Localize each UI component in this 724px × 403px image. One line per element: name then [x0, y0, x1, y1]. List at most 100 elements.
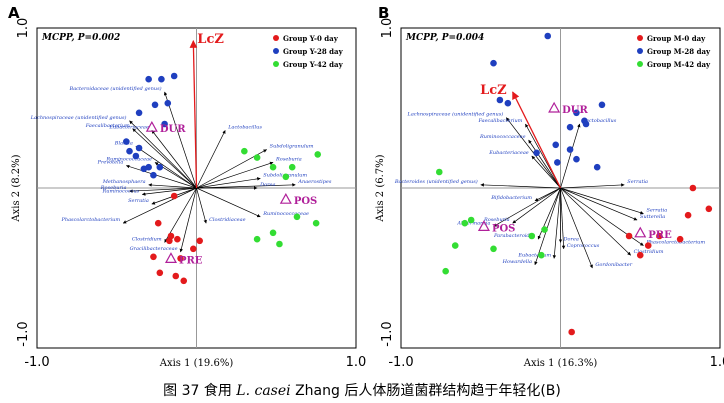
taxon-vector — [560, 187, 644, 215]
data-point — [533, 149, 540, 157]
taxon-label: Bacteroidaceae (unidentified genus) — [69, 85, 162, 92]
data-point — [135, 109, 143, 117]
legend-label: Group Y-28 day — [283, 47, 344, 56]
data-point — [135, 144, 143, 152]
taxon-label: Bacteroides (unidentified genus) — [394, 178, 478, 185]
taxon-vector — [552, 187, 561, 259]
data-point — [166, 237, 173, 245]
taxon-label: Roseburia — [275, 156, 302, 162]
data-point — [164, 99, 172, 107]
x-tick-label: 1.0 — [710, 355, 724, 370]
taxon-vector — [560, 123, 581, 189]
taxon-label: Sutterella — [640, 214, 665, 220]
taxon-vector — [151, 130, 197, 189]
data-point — [636, 251, 644, 259]
data-point — [504, 99, 512, 107]
data-point — [442, 267, 449, 275]
caption-suffix: Zhang 后人体肠道菌群结构趋于年轻化(B) — [290, 383, 561, 399]
taxon-vector — [141, 187, 197, 196]
taxon-label: Bifidobacterium — [490, 195, 532, 201]
data-point — [582, 120, 590, 128]
data-point — [180, 277, 188, 285]
data-point — [293, 213, 301, 221]
group-label: DUR — [562, 105, 588, 116]
data-point — [314, 151, 322, 158]
data-point — [161, 120, 168, 128]
data-point — [451, 242, 459, 249]
taxon-vector — [560, 187, 631, 256]
data-point — [684, 211, 692, 219]
taxon-label: Lactobacillus — [582, 118, 617, 124]
taxon-label: Phascolarctobacterium — [645, 240, 705, 246]
group-centroid-triangle — [548, 101, 561, 113]
taxon-label: Faecalibacterium — [85, 123, 130, 129]
taxon-label: Clostridiaceae — [209, 217, 246, 223]
legend-label: Group M-28 day — [647, 47, 711, 56]
taxon-vector — [531, 155, 561, 189]
taxon-vector — [528, 139, 561, 189]
data-point — [140, 165, 148, 173]
taxon-label: Ruminococcaceae — [479, 134, 526, 140]
data-point — [573, 155, 580, 163]
data-point — [566, 146, 574, 153]
taxon-label: Serratia — [128, 198, 149, 204]
taxon-label: Blautia — [114, 140, 133, 146]
stat-label: MCPP, P=0.002 — [41, 33, 120, 43]
group-centroid-triangle — [634, 226, 647, 238]
taxon-label: Gracilibacteraceae — [130, 246, 178, 252]
taxon-vector — [135, 146, 197, 189]
data-point — [644, 242, 652, 249]
data-point — [552, 141, 560, 149]
taxon-vector — [560, 187, 593, 269]
lcz-vector — [189, 40, 198, 189]
data-point — [154, 219, 162, 227]
taxon-label: Methanosphaera — [102, 179, 146, 185]
data-point — [568, 328, 575, 336]
data-point — [656, 232, 663, 240]
legend-marker — [273, 35, 279, 41]
data-point — [312, 219, 320, 227]
y-axis-title: Axis 2 (8.2%) — [11, 154, 22, 222]
taxon-vector — [196, 183, 296, 189]
group-centroid-triangle — [164, 252, 177, 263]
data-point — [151, 101, 159, 109]
caption-prefix: 图 37 食用 — [163, 383, 237, 399]
group-label: PRE — [648, 230, 672, 241]
taxon-label: Ruminococcaceae — [105, 156, 152, 162]
panel-b-chart: B -1.0 1.0 1.0 -1.0 Axis 1 (16.3%) Axis 2 (6.7… — [375, 4, 724, 370]
data-point — [598, 101, 606, 109]
taxon-vector — [148, 183, 197, 189]
taxon-label: Lactobacillus — [227, 124, 262, 130]
taxon-label: Dorea — [259, 182, 275, 188]
x-axis-title: Axis 1 (16.3%) — [523, 358, 598, 369]
legend-label: Group M-0 day — [647, 34, 706, 43]
taxon-label: Dorea — [563, 236, 579, 242]
taxon-label: Lachnospiraceae (unidentified genus) — [30, 114, 127, 121]
y-tick-label: -1.0 — [16, 321, 31, 346]
data-point — [156, 269, 164, 277]
taxon-vector — [560, 187, 566, 250]
taxon-vector — [196, 177, 261, 189]
taxon-vector — [163, 91, 197, 189]
taxon-label: Roseburia — [483, 217, 510, 223]
taxon-vector — [129, 120, 197, 189]
group-label: PRE — [179, 255, 203, 266]
taxon-vector — [125, 164, 197, 189]
data-point — [554, 159, 561, 166]
taxon-label: Howardella — [502, 259, 532, 265]
taxon-vector — [129, 187, 197, 193]
taxon-vector — [196, 130, 226, 189]
data-point — [566, 123, 574, 131]
lcz-label: LcZ — [197, 32, 224, 47]
data-point — [490, 59, 497, 67]
lcz-label: LcZ — [480, 83, 507, 98]
taxon-vector — [196, 187, 207, 224]
legend-marker — [637, 48, 643, 54]
data-point — [132, 152, 140, 160]
taxon-vector — [560, 187, 638, 221]
taxon-vector — [534, 187, 561, 266]
taxon-label: Clostridium — [132, 236, 162, 242]
stat-label: MCPP, P=0.004 — [405, 33, 484, 43]
figure-caption: 图 37 食用 L. casei Zhang 后人体肠道菌群结构趋于年轻化(B) — [0, 380, 724, 400]
